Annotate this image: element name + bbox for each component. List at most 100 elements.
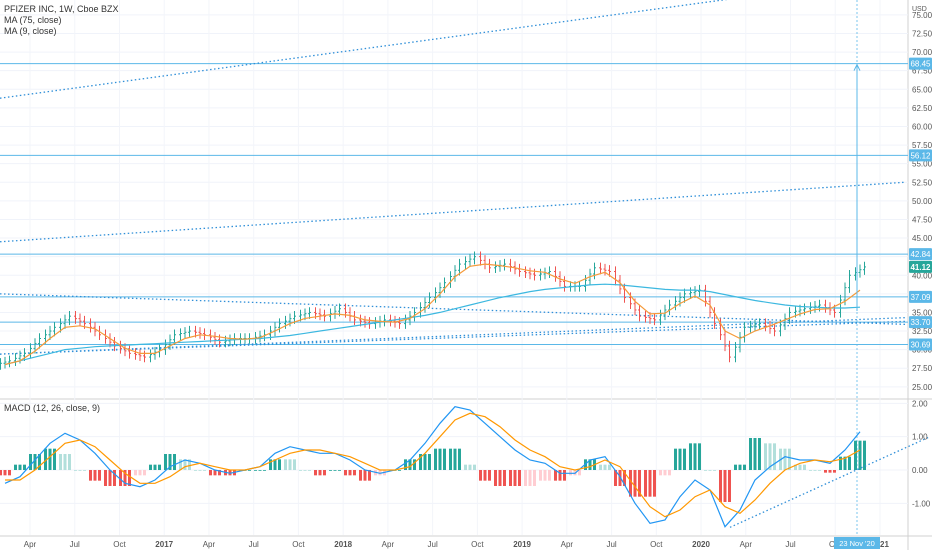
macd-histogram-bar [158, 464, 161, 470]
macd-histogram-bar [689, 443, 692, 470]
time-tick-label: Jul [249, 540, 259, 549]
time-tick-label: Jul [785, 540, 795, 549]
macd-title[interactable]: MACD (12, 26, close, 9) [4, 403, 101, 413]
last-price-tag-label: 41.12 [910, 263, 931, 272]
macd-histogram-bar [168, 454, 172, 470]
macd-histogram-bar [843, 456, 847, 470]
macd-histogram-bar [608, 464, 611, 470]
macd-histogram-bar [183, 459, 187, 470]
macd-histogram-bar [704, 470, 707, 471]
macd-histogram-bar [423, 454, 427, 470]
macd-histogram-bar [569, 470, 572, 476]
ascending-trend-line [0, 317, 906, 355]
macd-histogram-bar [53, 448, 56, 470]
price-tick-label: 60.00 [912, 122, 932, 131]
macd-histogram-bar [468, 464, 472, 470]
price-tick-label: 40.00 [912, 271, 932, 280]
macd-histogram-bar [108, 470, 112, 486]
price-tick-label: 45.00 [912, 234, 932, 243]
macd-histogram-bar [248, 470, 251, 471]
macd-histogram-bar [588, 459, 592, 470]
macd-histogram-bar [119, 470, 122, 486]
macd-histogram-bar [68, 454, 71, 470]
symbol-title[interactable]: PFIZER INC, 1W, Cboe BZX [4, 4, 119, 14]
macd-histogram-bar [734, 464, 737, 470]
macd-histogram-bar [809, 470, 812, 471]
macd-histogram-bar [173, 454, 176, 470]
macd-histogram-bar [788, 448, 791, 470]
macd-legend: MACD (12, 26, close, 9) [4, 403, 100, 414]
macd-histogram-bar [48, 448, 52, 470]
macd-histogram-bar [773, 443, 776, 470]
ma9-legend[interactable]: MA (9, close) [4, 26, 57, 36]
macd-histogram-bar [443, 448, 446, 470]
last-price-tag [909, 260, 932, 273]
macd-histogram-bar [638, 470, 641, 497]
macd-histogram-bar [164, 454, 167, 470]
macd-histogram-bar [464, 464, 467, 470]
time-tick-label: Oct [471, 540, 484, 549]
macd-histogram-bar [648, 470, 652, 497]
cursor-date-tag-label: 23 Nov '20 [839, 539, 875, 548]
macd-histogram-bar [764, 443, 767, 470]
macd-histogram-bar [483, 470, 487, 481]
macd-histogram-bar [498, 470, 502, 486]
macd-histogram-bar [749, 438, 752, 470]
time-axis[interactable]: Apr Jul Oct 2017 Apr Jul Oct 2018 Apr Jul Oct 2019 A… [24, 537, 890, 549]
macd-histogram-bar [408, 459, 412, 470]
macd-histogram-bar [794, 464, 797, 470]
time-tick-label: Apr [382, 540, 395, 549]
macd-histogram-bar [398, 470, 401, 471]
level-price-tag [909, 248, 932, 261]
macd-histogram-bar [623, 470, 626, 486]
macd-histogram-bar [284, 459, 287, 470]
macd-histogram-bar [438, 448, 442, 470]
macd-histogram-bar [858, 440, 862, 470]
time-tick-label: Oct [292, 540, 305, 549]
price-tick-label: 52.50 [912, 178, 932, 187]
macd-histogram-bar [3, 470, 7, 476]
price-tick-label: 27.50 [912, 364, 932, 373]
price-axis[interactable]: 25.0027.5030.0032.5035.0037.5040.0042.50… [909, 6, 932, 508]
trend-lines [0, 0, 906, 355]
macd-histogram-bar [323, 470, 326, 476]
macd-histogram-bar [659, 470, 662, 476]
macd-histogram-bar [449, 448, 452, 470]
macd-histogram-bar [134, 470, 137, 476]
price-tick-label: 50.00 [912, 197, 932, 206]
macd-histogram-bar [539, 470, 542, 481]
macd-histogram-bar [533, 470, 536, 486]
cursor-date-tag [834, 537, 880, 549]
time-tick-label: Oct [113, 540, 126, 549]
macd-histogram-bar [683, 448, 686, 470]
macd-histogram-bar [753, 438, 757, 470]
ma75-legend[interactable]: MA (75, close) [4, 15, 62, 25]
macd-histogram-bar [813, 470, 817, 471]
level-price-tag [909, 57, 932, 70]
time-tick-label: 2021 [871, 540, 889, 549]
macd-histogram-bar [708, 470, 712, 471]
macd-histogram-bar [149, 464, 152, 470]
macd-histogram-bar [509, 470, 512, 486]
macd-histogram-bar [839, 456, 842, 470]
macd-histogram-bar [518, 470, 521, 486]
macd-histogram-bar [278, 459, 281, 470]
macd-histogram-bar [428, 454, 431, 470]
time-tick-label: 2018 [334, 540, 352, 549]
macd-histogram-bar [629, 470, 632, 497]
currency-label: USD [912, 6, 927, 13]
macd-histogram-bar [299, 470, 302, 471]
macd-histogram-bar [338, 470, 341, 471]
level-price-tag-label: 56.12 [910, 151, 931, 160]
macd-histogram-bar [563, 470, 566, 481]
price-tick-label: 67.50 [912, 67, 932, 76]
level-price-tag-label: 33.70 [910, 318, 931, 327]
macd-histogram-bar [833, 470, 836, 473]
macd-histogram-bar [128, 470, 131, 486]
macd-histogram-bar [269, 459, 272, 470]
macd-histogram-bar [618, 470, 622, 486]
macd-histogram-bar [848, 456, 851, 470]
macd-histogram-bar [723, 470, 727, 502]
